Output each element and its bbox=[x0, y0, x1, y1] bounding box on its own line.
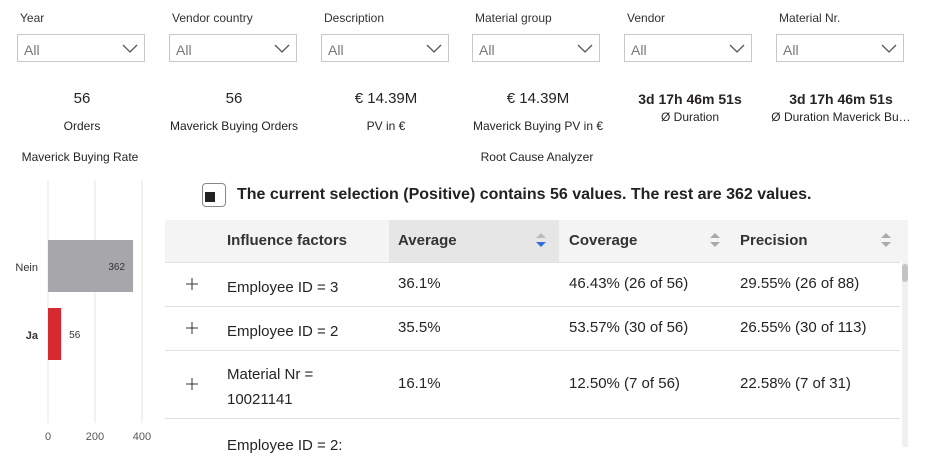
filter-label: Vendor country bbox=[172, 11, 253, 25]
kpi-value: 3d 17h 46m 51s bbox=[789, 91, 893, 107]
kpi-label: Maverick Buying Orders bbox=[169, 119, 299, 133]
scrollbar-track bbox=[902, 262, 908, 447]
kpi-value: € 14.39M bbox=[354, 90, 418, 107]
plus-icon bbox=[186, 378, 198, 390]
plus-icon bbox=[186, 322, 198, 334]
kpi-value: 56 bbox=[225, 90, 243, 107]
cell-value: 26.55% (30 of 113) bbox=[740, 319, 867, 336]
selection-icon-inner bbox=[205, 192, 215, 202]
expand-button[interactable] bbox=[183, 275, 201, 293]
expand-button[interactable] bbox=[183, 375, 201, 393]
scrollbar-thumb[interactable] bbox=[902, 264, 908, 282]
cell-value: 53.57% (30 of 56) bbox=[569, 319, 689, 336]
row-divider bbox=[165, 418, 900, 419]
filter-dropdown[interactable]: All bbox=[776, 34, 904, 62]
message: The current selection (Positive) contain… bbox=[237, 186, 812, 203]
x-tick-label: 400 bbox=[133, 431, 151, 443]
sorted-header-bg bbox=[389, 220, 559, 262]
data-label: 56 bbox=[69, 330, 81, 341]
sort-icon[interactable] bbox=[535, 232, 547, 248]
cell-value: 36.1% bbox=[398, 275, 441, 292]
filter-dropdown[interactable]: All bbox=[17, 34, 145, 62]
cell-value: 46.43% (26 of 56) bbox=[569, 275, 689, 292]
kpi-label: Ø Duration bbox=[660, 110, 720, 124]
sort-arrows bbox=[536, 233, 546, 247]
sort-arrows bbox=[710, 233, 720, 247]
plus-icon bbox=[186, 278, 198, 290]
cell-value: 29.55% (26 of 88) bbox=[740, 275, 860, 292]
cell-value: 12.50% (7 of 56) bbox=[569, 375, 680, 392]
kpi-value: 56 bbox=[73, 90, 91, 107]
column-header: Influence factors bbox=[227, 232, 348, 249]
expand-button[interactable] bbox=[183, 319, 201, 337]
influence-factor: Material Nr = 10021141 bbox=[227, 366, 314, 408]
sort-arrows bbox=[881, 233, 891, 247]
chart-title: Maverick Buying Rate bbox=[21, 150, 139, 164]
filter-label: Material group bbox=[475, 11, 552, 25]
category-label: Ja bbox=[26, 330, 39, 342]
column-header[interactable]: Coverage bbox=[569, 232, 638, 249]
data-label: 362 bbox=[108, 262, 125, 273]
sort-icon[interactable] bbox=[709, 232, 721, 248]
influence-factor: Employee ID = 3 bbox=[227, 279, 339, 296]
cell-value: 35.5% bbox=[398, 319, 441, 336]
filter-label: Year bbox=[20, 11, 45, 25]
cell-value: 16.1% bbox=[398, 375, 441, 392]
filter-dropdown[interactable]: All bbox=[321, 34, 449, 62]
filter-label: Vendor bbox=[627, 11, 666, 25]
filter-label: Description bbox=[324, 11, 385, 25]
sort-icon[interactable] bbox=[880, 232, 892, 248]
column-header[interactable]: Average bbox=[398, 232, 457, 249]
chevron bbox=[122, 44, 138, 53]
selection-icon bbox=[202, 183, 226, 207]
chevron bbox=[426, 44, 442, 53]
x-tick-label: 0 bbox=[45, 431, 51, 443]
filter-dropdown[interactable]: All bbox=[472, 34, 600, 62]
kpi-label: Maverick Buying PV in € bbox=[472, 119, 604, 133]
filter-label: Material Nr. bbox=[779, 11, 841, 25]
bar bbox=[48, 240, 134, 292]
kpi-label: PV in € bbox=[366, 119, 406, 133]
x-tick-label: 200 bbox=[86, 431, 104, 443]
row-divider bbox=[165, 350, 900, 351]
kpi-value: € 14.39M bbox=[506, 90, 570, 107]
chevron bbox=[274, 44, 290, 53]
kpi-label: Ø Duration Maverick Bu… bbox=[771, 110, 911, 124]
chevron bbox=[729, 44, 745, 53]
chevron bbox=[577, 44, 593, 53]
bar bbox=[48, 308, 62, 360]
influence-factor: Employee ID = 2: bbox=[227, 437, 343, 454]
filter-dropdown[interactable]: All bbox=[624, 34, 752, 62]
influence-factor: Employee ID = 2 bbox=[227, 323, 339, 340]
category-label: Nein bbox=[15, 262, 38, 274]
chevron bbox=[881, 44, 897, 53]
bar-chart: 0 200 400 362 Nein 56 Ja bbox=[15, 180, 151, 443]
row-divider bbox=[165, 306, 900, 307]
kpi-value: 3d 17h 46m 51s bbox=[638, 91, 742, 107]
analyzer-title: Root Cause Analyzer bbox=[480, 150, 594, 164]
cell-value: 22.58% (7 of 31) bbox=[740, 375, 851, 392]
column-header[interactable]: Precision bbox=[740, 232, 808, 249]
filter-dropdown[interactable]: All bbox=[169, 34, 297, 62]
kpi-label: Orders bbox=[63, 119, 101, 133]
row-divider bbox=[165, 262, 900, 263]
